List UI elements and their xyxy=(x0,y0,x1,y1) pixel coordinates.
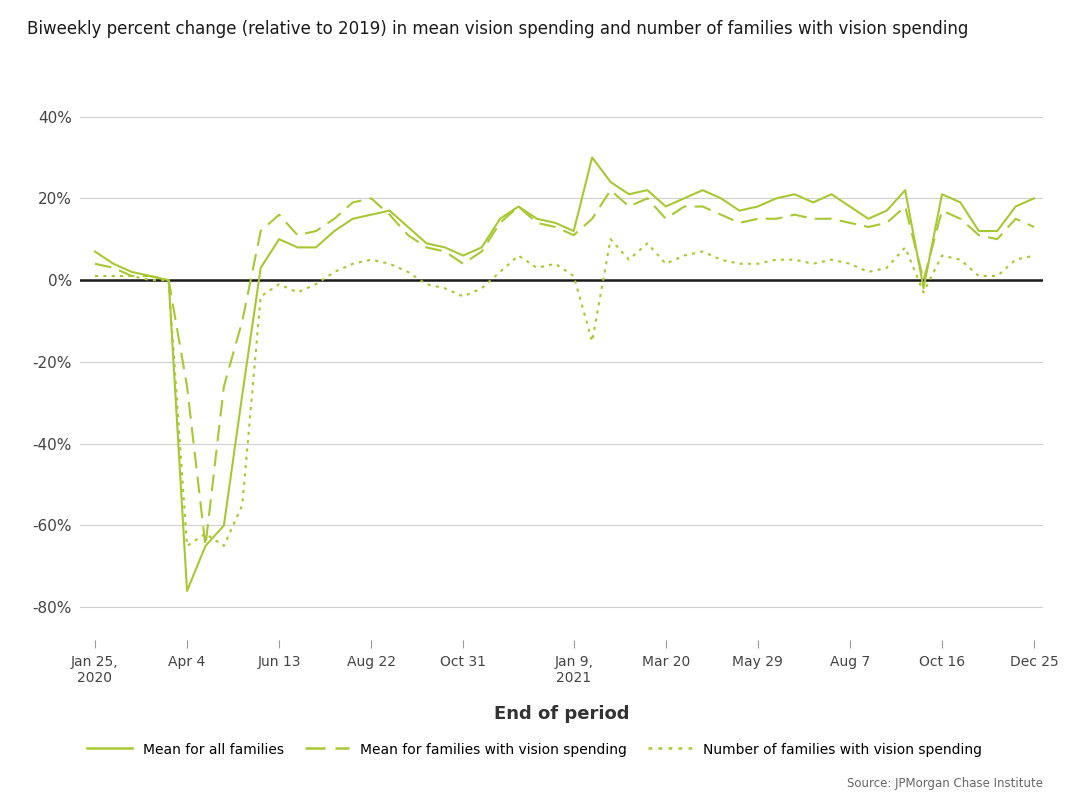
Number of families with vision spending xyxy=(1027,250,1040,260)
Mean for all families xyxy=(439,242,452,252)
Mean for all families xyxy=(623,190,636,199)
Mean for all families xyxy=(585,153,598,162)
Number of families with vision spending xyxy=(733,259,746,269)
Mean for all families xyxy=(697,186,709,195)
Number of families with vision spending xyxy=(439,283,452,293)
Number of families with vision spending xyxy=(697,246,709,256)
Mean for families with vision spending xyxy=(623,202,636,211)
Mean for all families xyxy=(1027,194,1040,203)
Line: Mean for families with vision spending: Mean for families with vision spending xyxy=(95,190,1034,546)
Mean for families with vision spending xyxy=(1027,222,1040,232)
Number of families with vision spending xyxy=(163,275,175,285)
Mean for all families xyxy=(163,275,175,285)
Mean for all families xyxy=(733,206,746,215)
Number of families with vision spending xyxy=(89,271,102,281)
Mean for families with vision spending xyxy=(89,259,102,269)
Mean for all families xyxy=(549,218,562,228)
Mean for all families xyxy=(181,586,194,596)
Text: Source: JPMorgan Chase Institute: Source: JPMorgan Chase Institute xyxy=(847,778,1043,790)
Mean for families with vision spending xyxy=(549,222,562,232)
X-axis label: End of period: End of period xyxy=(494,705,629,723)
Mean for families with vision spending xyxy=(733,218,746,228)
Mean for families with vision spending xyxy=(163,275,175,285)
Mean for families with vision spending xyxy=(605,186,617,195)
Number of families with vision spending xyxy=(605,234,617,244)
Number of families with vision spending xyxy=(549,259,562,269)
Mean for families with vision spending xyxy=(199,541,212,550)
Legend: Mean for all families, Mean for families with vision spending, Number of familie: Mean for all families, Mean for families… xyxy=(87,743,982,757)
Line: Number of families with vision spending: Number of families with vision spending xyxy=(95,239,1034,546)
Line: Mean for all families: Mean for all families xyxy=(95,158,1034,591)
Mean for families with vision spending xyxy=(697,202,709,211)
Number of families with vision spending xyxy=(181,541,194,550)
Number of families with vision spending xyxy=(623,255,636,265)
Mean for all families xyxy=(89,246,102,256)
Mean for families with vision spending xyxy=(439,246,452,256)
Text: Biweekly percent change (relative to 2019) in mean vision spending and number of: Biweekly percent change (relative to 201… xyxy=(27,20,968,38)
